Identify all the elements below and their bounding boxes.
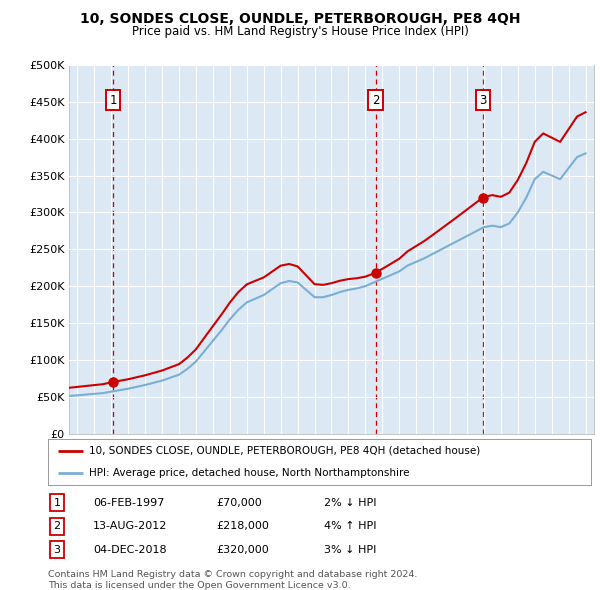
Text: £320,000: £320,000 <box>216 545 269 555</box>
Text: Contains HM Land Registry data © Crown copyright and database right 2024.: Contains HM Land Registry data © Crown c… <box>48 570 418 579</box>
Text: 2: 2 <box>372 94 379 107</box>
Text: 3: 3 <box>479 94 486 107</box>
Text: £70,000: £70,000 <box>216 498 262 507</box>
Text: 10, SONDES CLOSE, OUNDLE, PETERBOROUGH, PE8 4QH (detached house): 10, SONDES CLOSE, OUNDLE, PETERBOROUGH, … <box>89 446 480 456</box>
Text: 4% ↑ HPI: 4% ↑ HPI <box>324 522 377 531</box>
Text: Price paid vs. HM Land Registry's House Price Index (HPI): Price paid vs. HM Land Registry's House … <box>131 25 469 38</box>
Text: 13-AUG-2012: 13-AUG-2012 <box>93 522 167 531</box>
Text: 1: 1 <box>53 498 61 507</box>
Text: HPI: Average price, detached house, North Northamptonshire: HPI: Average price, detached house, Nort… <box>89 468 409 478</box>
Text: 2: 2 <box>53 522 61 531</box>
Text: 10, SONDES CLOSE, OUNDLE, PETERBOROUGH, PE8 4QH: 10, SONDES CLOSE, OUNDLE, PETERBOROUGH, … <box>80 12 520 26</box>
Text: 1: 1 <box>109 94 117 107</box>
Text: 3% ↓ HPI: 3% ↓ HPI <box>324 545 376 555</box>
Text: This data is licensed under the Open Government Licence v3.0.: This data is licensed under the Open Gov… <box>48 581 350 589</box>
Text: 2% ↓ HPI: 2% ↓ HPI <box>324 498 377 507</box>
Text: £218,000: £218,000 <box>216 522 269 531</box>
Text: 04-DEC-2018: 04-DEC-2018 <box>93 545 167 555</box>
Text: 3: 3 <box>53 545 61 555</box>
Text: 06-FEB-1997: 06-FEB-1997 <box>93 498 164 507</box>
